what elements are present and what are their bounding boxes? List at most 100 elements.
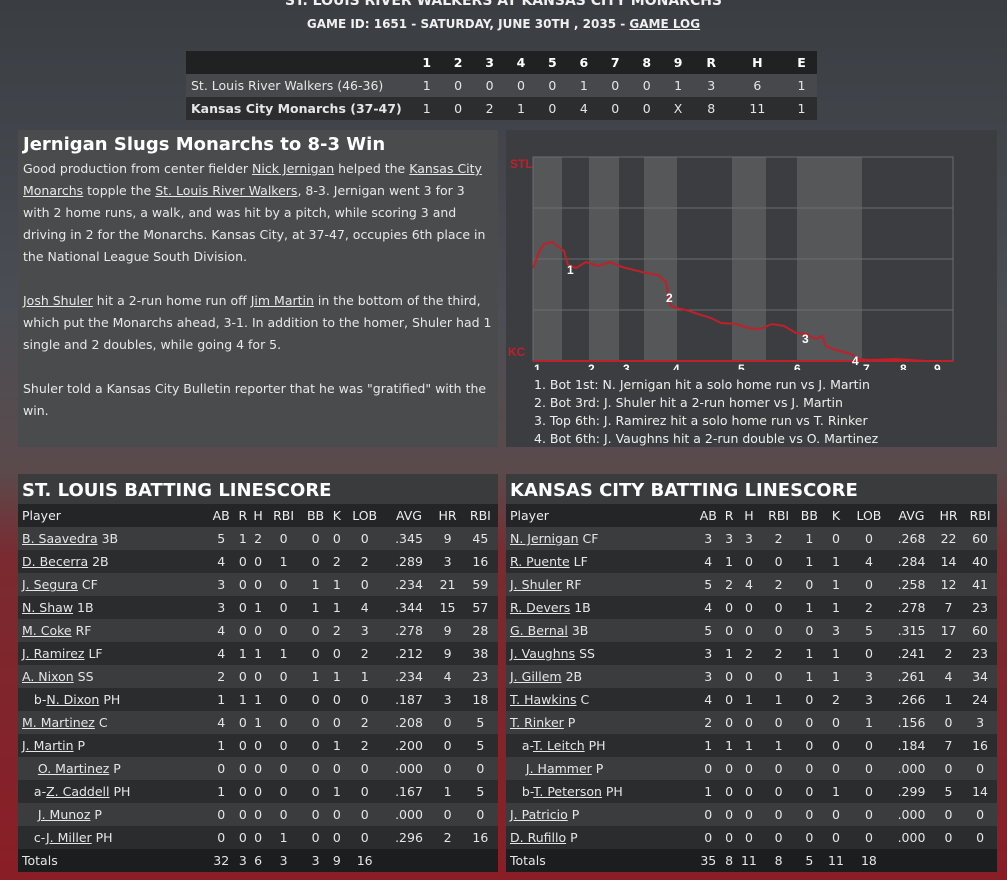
stat-cell: .000 [385,757,433,780]
player-link[interactable]: D. Rufillo [510,830,567,845]
recap-link[interactable]: Kansas City Monarchs [23,161,482,198]
player-link[interactable]: M. Coke [22,623,72,638]
totals-cell [889,849,934,872]
player-cell: R. Devers 1B [506,596,695,619]
linescore-team-name: St. Louis River Walkers (46-36) [191,78,384,93]
column-header-r: R [722,504,737,527]
stat-cell: 0 [823,711,849,734]
totals-cell [432,849,463,872]
recap-link[interactable]: Nick Jernigan [252,161,335,176]
stat-cell: 3 [722,527,737,550]
player-link[interactable]: T. Hawkins [510,692,577,707]
player-link[interactable]: D. Becerra [22,554,89,569]
totals-cell: 16 [343,849,386,872]
stat-cell: 5 [933,780,964,803]
totals-cell: 3 [301,849,330,872]
player-link[interactable]: J. Munoz [37,807,91,822]
column-header-hr: HR [933,504,964,527]
totals-row: Totals 35 8 11 8 5 11 18 [506,849,997,872]
stat-cell: 0 [206,757,236,780]
player-cell: G. Bernal 3B [506,619,695,642]
stat-cell: 1 [329,665,344,688]
recap-link[interactable]: Josh Shuler [23,293,93,308]
stat-cell: 1 [250,688,266,711]
player-link[interactable]: J. Ramirez [22,646,85,661]
player-link[interactable]: G. Bernal [510,623,568,638]
player-link[interactable]: T. Rinker [510,715,564,730]
stat-cell: 0 [301,619,330,642]
recap-link[interactable]: Jim Martin [250,293,314,308]
stat-cell: 0 [736,780,762,803]
player-link[interactable]: T. Peterson [533,784,602,799]
totals-cell: 3 [235,849,251,872]
totals-cell: 11 [736,849,762,872]
player-position: PH [91,830,113,845]
player-link[interactable]: J. Gillem [510,669,562,684]
player-link[interactable]: R. Devers [510,600,571,615]
totals-cell [385,849,433,872]
event-marker-4: 4 [852,354,859,368]
player-link[interactable]: J. Patricio [510,807,568,822]
recap-text: topple the [83,183,156,198]
player-link[interactable]: J. Miller [46,830,92,845]
stat-cell: 4 [694,596,723,619]
batting-row: c-J. Miller PH 0 0 0 1 0 0 0.296 2 16 [18,826,498,849]
player-link[interactable]: J. Shuler [510,577,562,592]
stat-cell: 0 [694,757,723,780]
stat-cell: 17 [933,619,964,642]
player-link[interactable]: N. Jernigan [510,531,579,546]
player-link[interactable]: Z. Caddell [46,784,110,799]
stat-cell: 23 [963,642,997,665]
player-link[interactable]: J. Vaughns [510,646,576,661]
player-position: C [94,715,108,730]
player-cell: N. Shaw 1B [18,596,207,619]
column-header-player: Player [18,504,207,527]
player-link[interactable]: N. Shaw [22,600,74,615]
player-position: LF [569,554,588,569]
game-log-link[interactable]: GAME LOG [629,17,701,31]
player-link[interactable]: A. Nixon [22,669,74,684]
recap-text: , 8-3. Jernigan went 3 for 3 with 2 home… [23,183,486,264]
stat-cell: 0 [301,688,330,711]
player-position: PH [99,692,121,707]
stat-cell: 0 [963,826,997,849]
player-position: CF [77,577,98,592]
stat-cell: 0 [235,573,251,596]
player-link[interactable]: J. Hammer [525,761,592,776]
player-link[interactable]: N. Dixon [46,692,100,707]
player-link[interactable]: J. Segura [22,577,78,592]
stat-cell: 0 [761,596,796,619]
stat-cell: 0 [795,688,824,711]
stat-cell: 5 [462,734,498,757]
stat-cell: 0 [250,734,266,757]
linescore-col-9: 9 [662,51,694,74]
stat-cell: 5 [848,619,890,642]
stat-cell: .187 [385,688,433,711]
player-link[interactable]: R. Puente [510,554,570,569]
linescore-cell: 1 [797,101,806,116]
win-probability-panel: STL KC 1 2 3 4 1 2 3 4 5 6 7 8 9 1. Bot 1st: N. Jernig… [506,130,997,447]
player-link[interactable]: B. Saavedra [22,531,98,546]
batting-row: G. Bernal 3B 5 0 0 0 0 3 5.315 17 60 [506,619,997,642]
player-cell: M. Martinez C [18,711,207,734]
stat-cell: 0 [432,757,463,780]
totals-label: Totals [506,849,695,872]
player-link[interactable]: O. Martinez [37,761,110,776]
batting-row: J. Shuler RF 5 2 4 2 0 1 0.258 12 41 [506,573,997,596]
stat-cell: 22 [933,527,964,550]
linescore-cell: 1 [797,78,806,93]
stat-cell: 24 [963,688,997,711]
recap-link[interactable]: St. Louis River Walkers [155,183,298,198]
column-header-h: H [736,504,762,527]
stat-cell: 0 [462,803,498,826]
stat-cell: 38 [462,642,498,665]
game-id-text: GAME ID: 1651 - SATURDAY, JUNE 30TH , 20… [306,17,630,31]
linescore-col-1: 1 [411,51,443,74]
player-link[interactable]: J. Martin [22,738,74,753]
linescore-cell: 1 [422,78,431,93]
stat-cell: 0 [823,826,849,849]
stat-cell: .258 [889,573,934,596]
player-link[interactable]: T. Leitch [532,738,585,753]
player-link[interactable]: M. Martinez [22,715,95,730]
